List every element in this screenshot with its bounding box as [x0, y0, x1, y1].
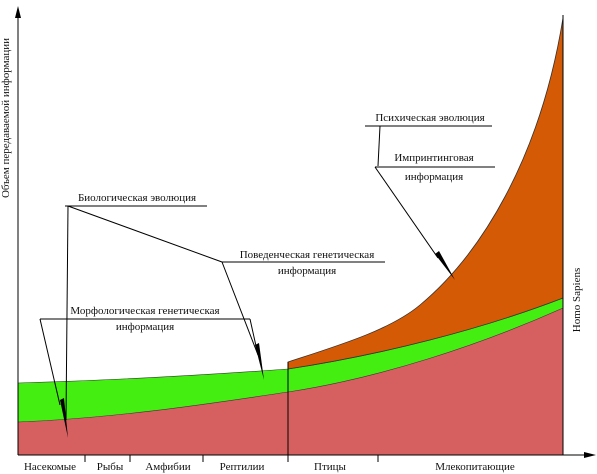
homo-label: Homo Sapiens [571, 268, 583, 332]
annotation: Импринтинговая [394, 152, 473, 164]
category: Рептилии [220, 461, 265, 473]
pointer [435, 251, 455, 280]
annotation: Морфологическая генетическая [70, 305, 219, 317]
leader [67, 205, 223, 263]
annotation: информация [116, 321, 174, 333]
x-arrow [584, 452, 596, 458]
annotation: информация [405, 171, 463, 183]
leader [39, 318, 61, 406]
category: Насекомые [24, 461, 76, 473]
y-arrow [15, 6, 21, 18]
category: Млекопитающие [435, 461, 515, 473]
annotation: информация [278, 265, 336, 277]
pointer [255, 343, 264, 380]
y-axis-label: Объем передаваемой информации [0, 38, 12, 198]
category: Птицы [314, 461, 347, 473]
leader [374, 166, 439, 259]
annotation: Психическая эволюция [375, 112, 484, 124]
leader [221, 261, 259, 356]
morphological-area [18, 308, 563, 455]
imprinting-area [287, 17, 564, 370]
category-ticks [84, 455, 379, 462]
annotation: Биологическая эволюция [78, 192, 196, 204]
category: Амфибии [145, 461, 190, 473]
leader [65, 205, 69, 421]
leader [377, 125, 381, 167]
annotation: Поведенческая генетическая [240, 249, 375, 261]
pointer [60, 398, 68, 438]
category: Рыбы [97, 461, 124, 473]
